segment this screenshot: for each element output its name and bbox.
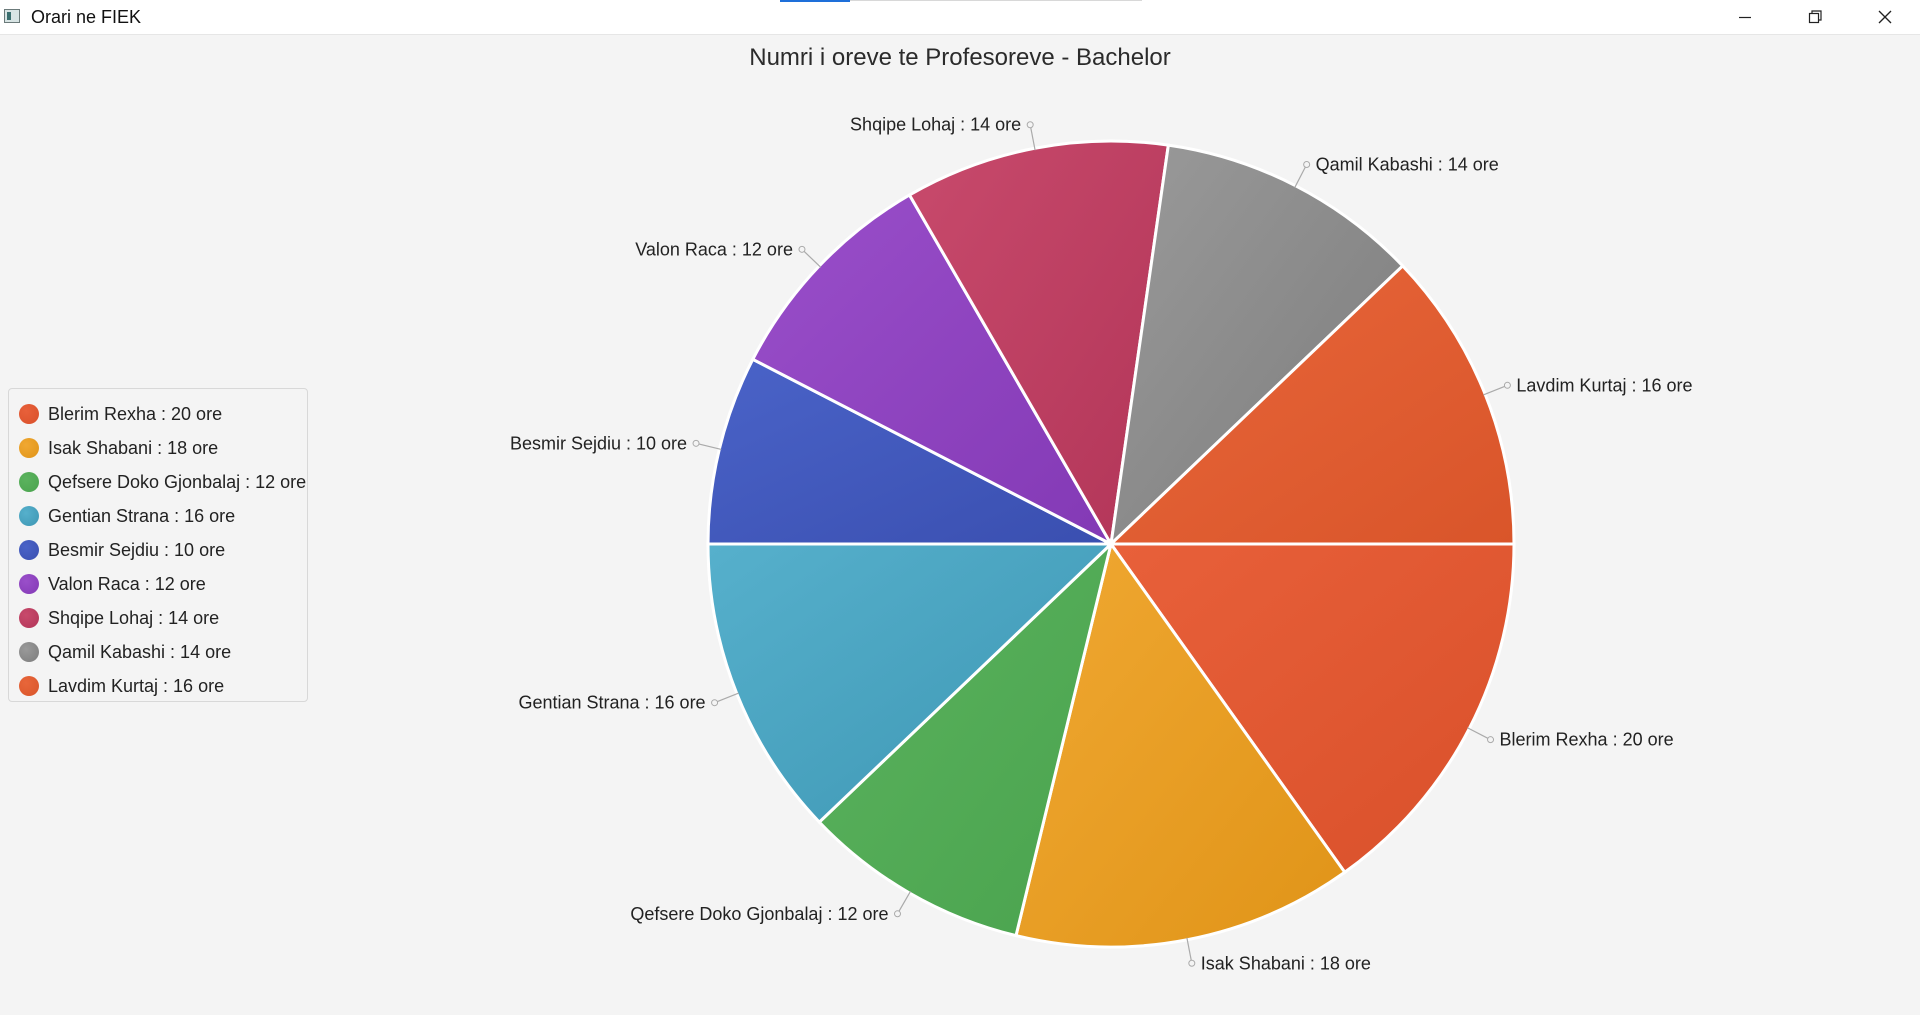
pie-label-anchor [711, 699, 719, 707]
legend-item: Isak Shabani : 18 ore [9, 431, 307, 465]
legend-item: Besmir Sejdiu : 10 ore [9, 533, 307, 567]
pie-label-anchor [1188, 959, 1196, 967]
legend-swatch [19, 404, 39, 424]
pie-label-anchor [894, 910, 901, 918]
tab-track [850, 0, 1142, 1]
close-icon [1877, 9, 1893, 25]
legend-swatch [19, 676, 39, 696]
pie-slice-label: Qamil Kabashi : 14 ore [1316, 154, 1499, 174]
app-icon [4, 9, 20, 23]
pie-label-anchor [692, 439, 700, 447]
pie-label-leader [695, 442, 722, 451]
pie-label-anchor [798, 245, 806, 253]
legend-label: Qefsere Doko Gjonbalaj : 12 ore [48, 471, 307, 492]
pie-slice-label: Valon Raca : 12 ore [635, 239, 793, 259]
restore-button[interactable] [1780, 0, 1850, 34]
pie-label-leader [1186, 937, 1193, 964]
close-button[interactable] [1850, 0, 1920, 34]
pie-slice-label: Besmir Sejdiu : 10 ore [510, 433, 687, 453]
legend-item: Qefsere Doko Gjonbalaj : 12 ore [9, 465, 307, 499]
legend-label: Isak Shabani : 18 ore [48, 437, 219, 458]
pie-slice-label: Shqipe Lohaj : 14 ore [850, 115, 1021, 135]
legend-swatch [19, 506, 39, 526]
legend-swatch [19, 608, 39, 628]
pie-slice-label: Lavdim Kurtaj : 16 ore [1516, 375, 1692, 395]
legend-label: Valon Raca : 12 ore [48, 573, 206, 594]
legend-swatch [19, 540, 39, 560]
pie-slice-label: Qefsere Doko Gjonbalaj : 12 ore [630, 904, 888, 924]
legend-swatch [19, 472, 39, 492]
pie-slice-label: Gentian Strana : 16 ore [518, 693, 705, 713]
legend-swatch [19, 438, 39, 458]
pie-label-anchor [1026, 121, 1034, 129]
pie-label-anchor [1303, 160, 1311, 168]
pie-label-leader [1483, 384, 1508, 396]
legend-swatch [19, 574, 39, 594]
legend-label: Shqipe Lohaj : 14 ore [48, 607, 220, 628]
pie-label-leader [801, 248, 822, 268]
pie-label-leader [1467, 727, 1491, 741]
legend-item: Blerim Rexha : 20 ore [9, 397, 307, 431]
pie-label-leader [1029, 124, 1036, 151]
chart-legend: Blerim Rexha : 20 ore Isak Shabani : 18 … [8, 388, 308, 702]
legend-label: Besmir Sejdiu : 10 ore [48, 539, 226, 560]
pie-slice-label: Blerim Rexha : 20 ore [1500, 730, 1674, 750]
legend-swatch [19, 642, 39, 662]
window-titlebar: Orari ne FIEK [0, 0, 1920, 35]
restore-icon [1807, 9, 1823, 25]
legend-item: Gentian Strana : 16 ore [9, 499, 307, 533]
legend-item: Shqipe Lohaj : 14 ore [9, 601, 307, 635]
pie-label-leader [1294, 164, 1308, 188]
legend-item: Valon Raca : 12 ore [9, 567, 307, 601]
legend-label: Blerim Rexha : 20 ore [48, 403, 223, 424]
tab-indicator [780, 0, 850, 2]
legend-label: Lavdim Kurtaj : 16 ore [48, 675, 225, 696]
legend-item: Qamil Kabashi : 14 ore [9, 635, 307, 669]
legend-label: Qamil Kabashi : 14 ore [48, 641, 232, 662]
pie-label-leader [714, 692, 739, 704]
pie-label-anchor [1487, 736, 1495, 744]
legend-label: Gentian Strana : 16 ore [48, 505, 236, 526]
minimize-button[interactable] [1710, 0, 1780, 34]
pie-label-leader [896, 890, 912, 915]
legend-item: Lavdim Kurtaj : 16 ore [9, 669, 307, 703]
chart-title: Numri i oreve te Profesoreve - Bachelor [749, 44, 1171, 71]
minimize-icon [1737, 9, 1753, 25]
window-title: Orari ne FIEK [31, 7, 142, 27]
pie-slice-label: Isak Shabani : 18 ore [1201, 953, 1371, 973]
pie-label-anchor [1503, 381, 1511, 389]
